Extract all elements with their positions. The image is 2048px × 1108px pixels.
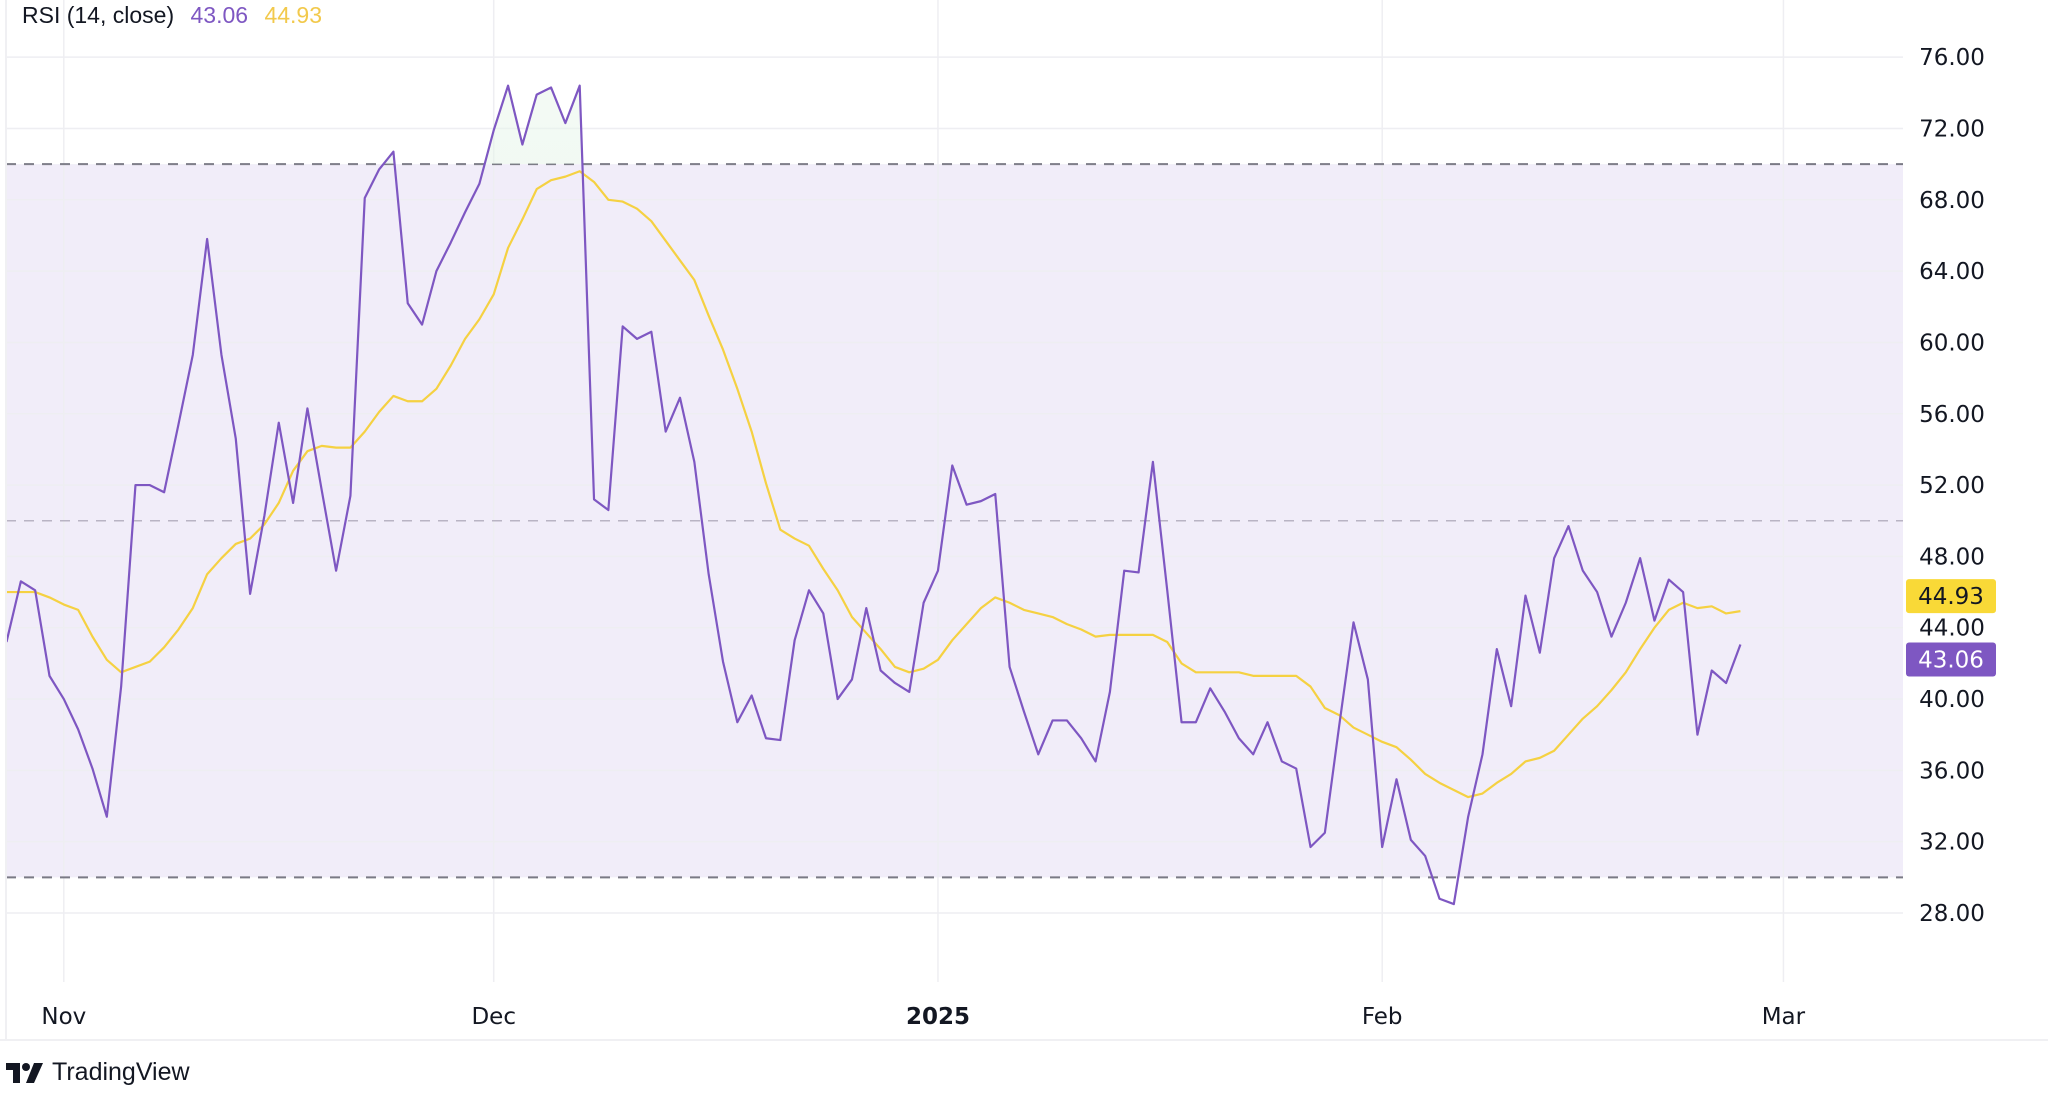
rsi-band-background [6, 164, 1903, 878]
tradingview-logo-icon [6, 1062, 43, 1083]
rsi-last-value-label: 43.06 [1918, 647, 1984, 673]
indicator-title: RSI (14, close) [22, 2, 175, 28]
y-tick-label: 68.00 [1919, 188, 1985, 214]
x-tick-label: 2025 [906, 1004, 970, 1030]
rsi-legend-value: 43.06 [190, 2, 249, 28]
y-tick-label: 40.00 [1919, 687, 1985, 713]
ma-last-value-label: 44.93 [1918, 584, 1984, 610]
tradingview-brand: TradingView [52, 1058, 190, 1086]
y-tick-label: 36.00 [1919, 758, 1985, 784]
y-tick-label: 64.00 [1919, 259, 1985, 285]
y-tick-label: 44.00 [1919, 616, 1985, 642]
rsi-last-value-label-box [1906, 642, 1996, 677]
y-tick-label: 48.00 [1919, 544, 1985, 570]
y-tick-label: 28.00 [1919, 901, 1985, 927]
x-tick-label: Dec [471, 1004, 516, 1030]
y-tick-label: 76.00 [1919, 45, 1985, 71]
y-tick-label: 32.00 [1919, 830, 1985, 856]
x-tick-label: Mar [1762, 1004, 1806, 1030]
x-tick-label: Feb [1362, 1004, 1403, 1030]
y-tick-label: 56.00 [1919, 402, 1985, 428]
ma-legend-value: 44.93 [264, 2, 323, 28]
indicator-legend[interactable]: RSI (14, close) 43.06 44.93 [22, 0, 332, 30]
x-tick-label: Nov [41, 1004, 86, 1030]
y-tick-label: 72.00 [1919, 116, 1985, 142]
rsi-line[interactable] [5, 84, 1742, 906]
y-tick-label: 52.00 [1919, 473, 1985, 499]
ma-last-value-label-box [1906, 579, 1996, 614]
tradingview-logo[interactable]: TradingView [6, 1058, 190, 1087]
y-tick-label: 60.00 [1919, 330, 1985, 356]
